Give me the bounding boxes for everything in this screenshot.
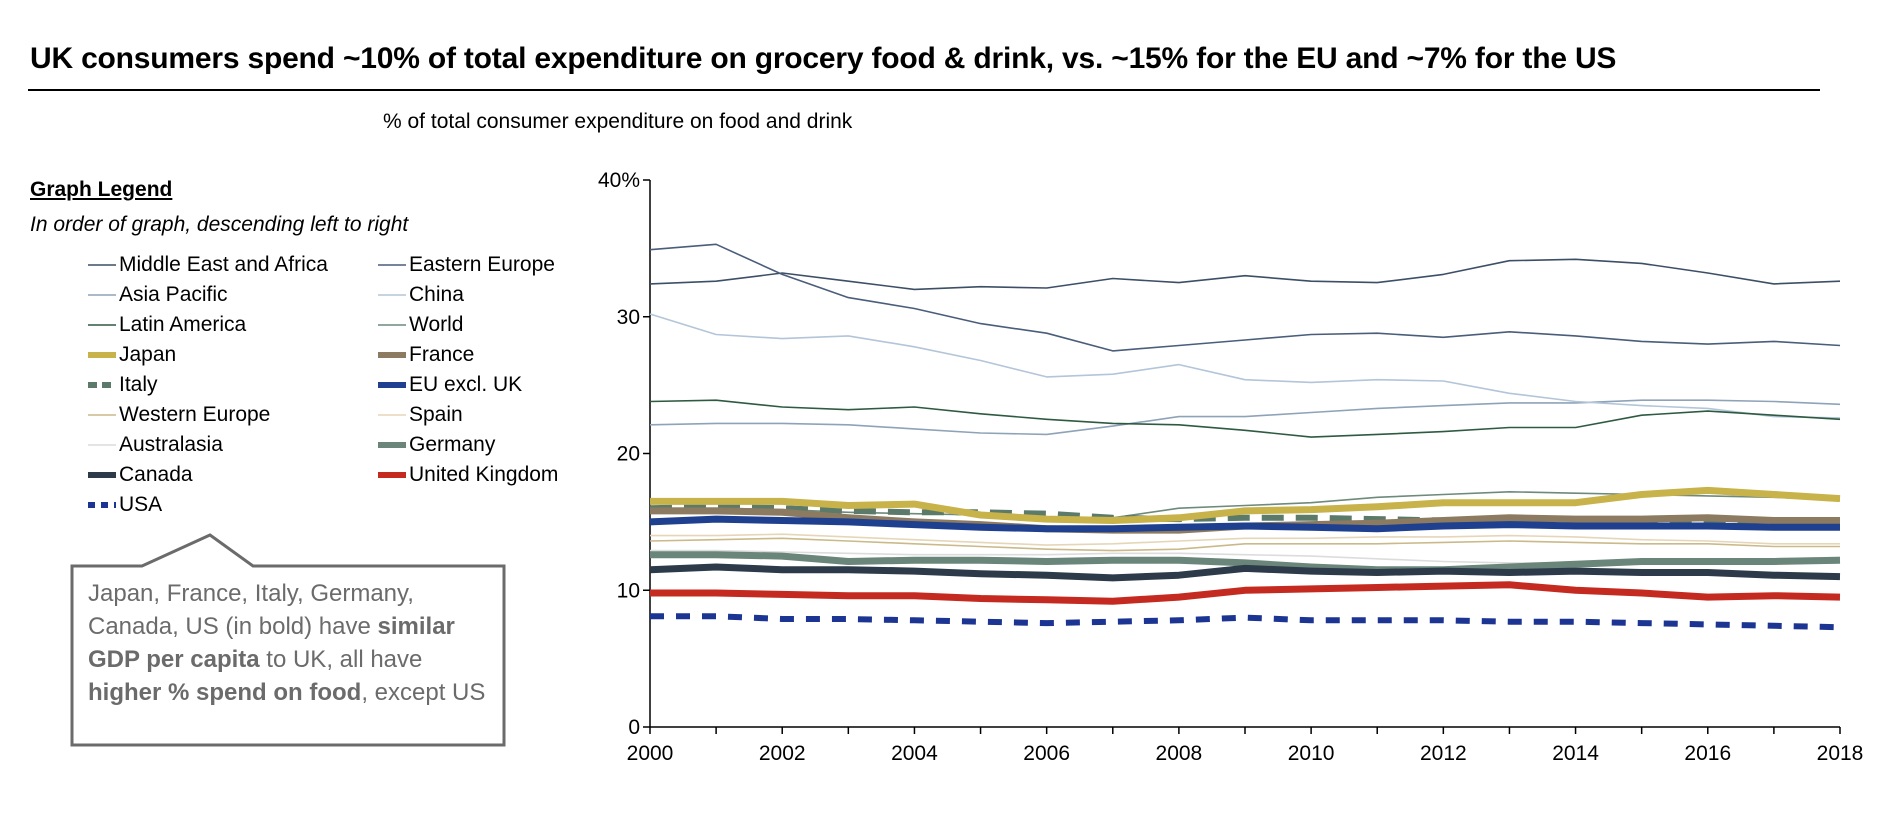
y-tick-label: 10 — [617, 579, 640, 602]
callout-text-part3: , except US — [361, 679, 486, 706]
x-tick-label: 2006 — [1023, 742, 1070, 765]
series-line-united-kingdom — [650, 581, 1841, 605]
y-tick-label: 0 — [628, 716, 640, 739]
series-line-western-europe — [649, 537, 1840, 552]
page-title: UK consumers spend ~10% of total expendi… — [30, 42, 1617, 75]
legend-swatch — [88, 444, 116, 446]
line-chart: 0 10 20 30 40% 2000 2002 2004 2006 2008 2010 2012 20… — [598, 169, 1864, 765]
legend-swatch — [88, 502, 116, 508]
legend-item-world: World — [375, 310, 463, 340]
legend-swatch — [88, 472, 116, 478]
y-tick-label: 30 — [617, 306, 640, 329]
callout-text-part2: to UK, all have — [259, 646, 423, 673]
series-line-eastern-europe — [649, 243, 1841, 352]
legend-swatch — [88, 352, 116, 358]
callout-text-part1: Japan, France, Italy, Germany, Canada, U… — [88, 580, 414, 640]
legend-swatch — [378, 442, 406, 448]
legend-item-usa: USA — [85, 490, 162, 520]
legend-label: Germany — [409, 433, 496, 456]
legend-swatch — [88, 294, 116, 296]
legend-item-latin-america: Latin America — [85, 310, 246, 340]
legend-label: China — [409, 283, 464, 306]
legend-label: Italy — [119, 373, 158, 396]
x-tick-label: 2008 — [1156, 742, 1203, 765]
legend-label: Spain — [409, 403, 463, 426]
series-line-japan — [650, 486, 1841, 524]
callout-bold-spend: higher % spend on food — [88, 679, 362, 706]
legend-swatch — [88, 414, 116, 416]
x-tick-label: 2010 — [1288, 742, 1335, 765]
legend-subheading: In order of graph, descending left to ri… — [30, 213, 409, 236]
legend-label: Middle East and Africa — [119, 253, 328, 276]
legend-item-australasia: Australasia — [85, 430, 223, 460]
legend-item-germany: Germany — [375, 430, 495, 460]
callout-bold-gdp: similar GDP per capita — [88, 613, 455, 673]
chart-legend: Middle East and Africa Eastern Europe Asia… — [85, 250, 605, 525]
x-tick-label: 2014 — [1552, 742, 1599, 765]
legend-item-united-kingdom: United Kingdom — [375, 460, 558, 490]
legend-swatch — [378, 324, 406, 326]
legend-label: EU excl. UK — [409, 373, 523, 396]
y-tick-label: 40% — [598, 169, 640, 192]
legend-swatch — [378, 472, 406, 478]
series-line-asia-pacific — [649, 399, 1841, 436]
legend-swatch — [88, 264, 116, 266]
series-line-germany — [650, 551, 1841, 574]
legend-item-eastern-europe: Eastern Europe — [375, 250, 555, 280]
legend-label: Japan — [119, 343, 177, 366]
x-tick-label: 2016 — [1684, 742, 1731, 765]
callout-frame — [70, 533, 506, 747]
legend-label: France — [409, 343, 475, 366]
legend-swatch — [88, 382, 116, 388]
title-divider — [28, 89, 1820, 91]
legend-item-eu-excl-uk: EU excl. UK — [375, 370, 522, 400]
legend-label: Australasia — [119, 433, 223, 456]
legend-item-japan: Japan — [85, 340, 176, 370]
legend-label: USA — [119, 493, 163, 516]
series-line-spain — [650, 533, 1840, 546]
legend-item-western-europe: Western Europe — [85, 400, 270, 430]
legend-label: Eastern Europe — [409, 253, 555, 276]
legend-label: Western Europe — [119, 403, 271, 426]
legend-item-france: France — [375, 340, 474, 370]
legend-heading: Graph Legend — [30, 178, 173, 201]
legend-item-china: China — [375, 280, 464, 310]
legend-label: Canada — [119, 463, 193, 486]
legend-label: United Kingdom — [409, 463, 559, 486]
legend-item-spain: Spain — [375, 400, 463, 430]
legend-item-middle-east-and-africa: Middle East and Africa — [85, 250, 328, 280]
legend-swatch — [378, 294, 406, 296]
legend-swatch — [378, 264, 406, 266]
series-line-china — [649, 313, 1841, 419]
y-tick-label: 20 — [617, 443, 640, 466]
series-line-latin-america — [649, 399, 1841, 438]
legend-label: Asia Pacific — [119, 283, 228, 306]
legend-swatch — [378, 352, 406, 358]
legend-item-canada: Canada — [85, 460, 193, 490]
x-tick-label: 2002 — [759, 742, 806, 765]
legend-swatch — [378, 382, 406, 388]
series-line-middle-east-and-africa — [649, 258, 1841, 291]
x-tick-label: 2000 — [627, 742, 674, 765]
legend-swatch — [88, 324, 116, 326]
legend-item-asia-pacific: Asia Pacific — [85, 280, 228, 310]
chart-subtitle: % of total consumer expenditure on food … — [383, 110, 853, 133]
series-line-usa — [650, 613, 1841, 631]
series-line-eu-excl-uk — [649, 515, 1840, 533]
legend-label: Latin America — [119, 313, 247, 336]
x-tick-label: 2018 — [1817, 742, 1864, 765]
x-tick-label: 2004 — [891, 742, 938, 765]
callout-text: Japan, France, Italy, Germany, Canada, U… — [88, 577, 498, 709]
series-line-canada — [649, 563, 1841, 582]
x-tick-label: 2012 — [1420, 742, 1467, 765]
legend-swatch — [378, 414, 406, 416]
legend-item-italy: Italy — [85, 370, 158, 400]
legend-label: World — [409, 313, 464, 336]
callout-box: Japan, France, Italy, Germany, Canada, U… — [70, 533, 506, 747]
